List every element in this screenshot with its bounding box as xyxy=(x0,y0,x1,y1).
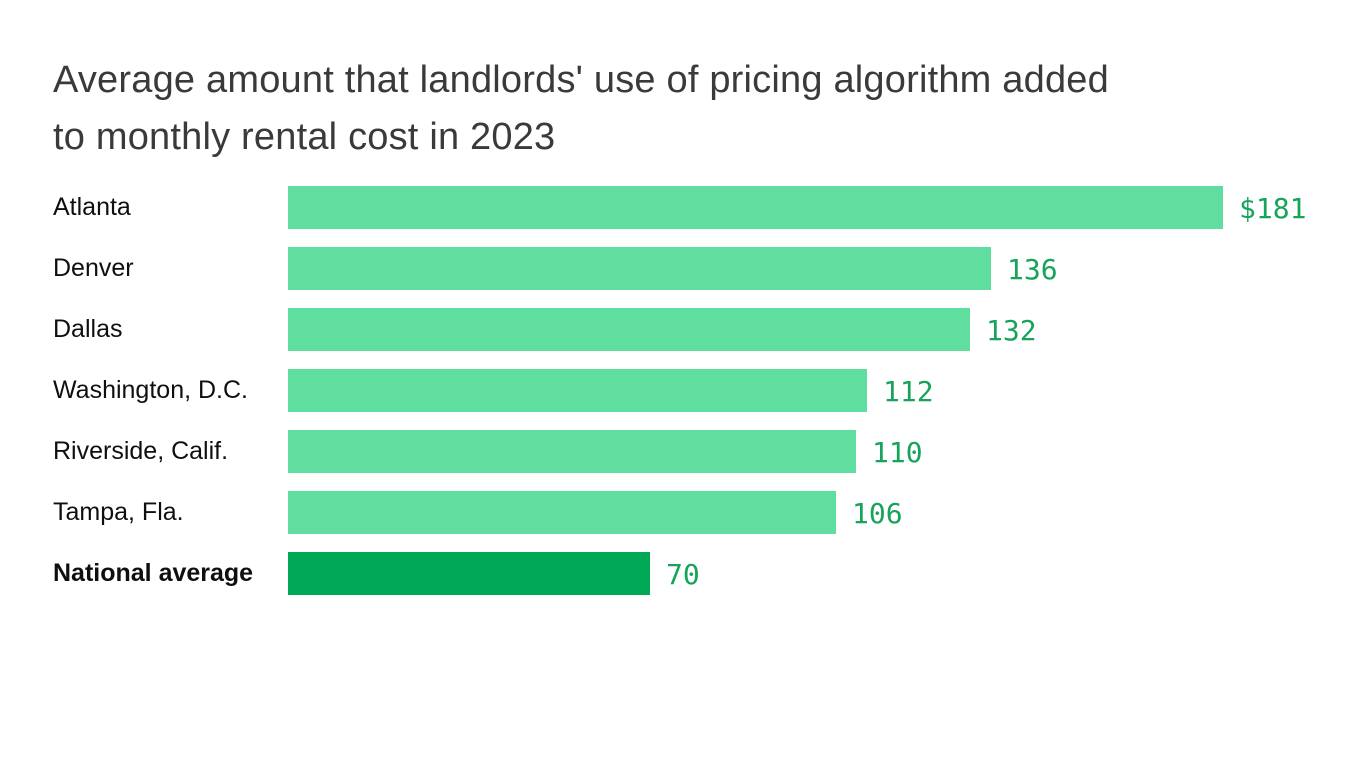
bar-row: Riverside, Calif. 110 xyxy=(0,430,1366,473)
chart-title: Average amount that landlords' use of pr… xyxy=(53,52,1109,166)
bar-value-label: 70 xyxy=(666,558,700,591)
bar-row: National average 70 xyxy=(0,552,1366,595)
bar-category-label: Dallas xyxy=(53,315,123,343)
bar xyxy=(288,430,856,473)
bar-row: Tampa, Fla. 106 xyxy=(0,491,1366,534)
bar-value-label: 136 xyxy=(1007,253,1058,286)
chart-title-line-1: Average amount that landlords' use of pr… xyxy=(53,59,1109,101)
bar-category-label: Washington, D.C. xyxy=(53,376,248,404)
bar-value-label: 110 xyxy=(872,436,923,469)
bar xyxy=(288,552,650,595)
bar-value-label: 106 xyxy=(852,497,903,530)
bar-row: Dallas 132 xyxy=(0,308,1366,351)
bar xyxy=(288,247,991,290)
bar xyxy=(288,308,970,351)
bar-category-label: Riverside, Calif. xyxy=(53,437,229,465)
bar-value-label: $181 xyxy=(1239,192,1307,225)
bar xyxy=(288,369,867,412)
bar-value-label: 112 xyxy=(883,375,934,408)
bar xyxy=(288,186,1223,229)
bar-row: Washington, D.C. 112 xyxy=(0,369,1366,412)
bar-value-label: 132 xyxy=(986,314,1037,347)
bar-category-label: Denver xyxy=(53,254,134,282)
chart-title-line-2: to monthly rental cost in 2023 xyxy=(53,116,556,158)
bar-category-label: Tampa, Fla. xyxy=(53,498,184,526)
bar xyxy=(288,491,836,534)
bar-row: Atlanta $181 xyxy=(0,186,1366,229)
bar-category-label: Atlanta xyxy=(53,193,131,221)
bar-category-label: National average xyxy=(53,559,254,587)
bar-row: Denver 136 xyxy=(0,247,1366,290)
